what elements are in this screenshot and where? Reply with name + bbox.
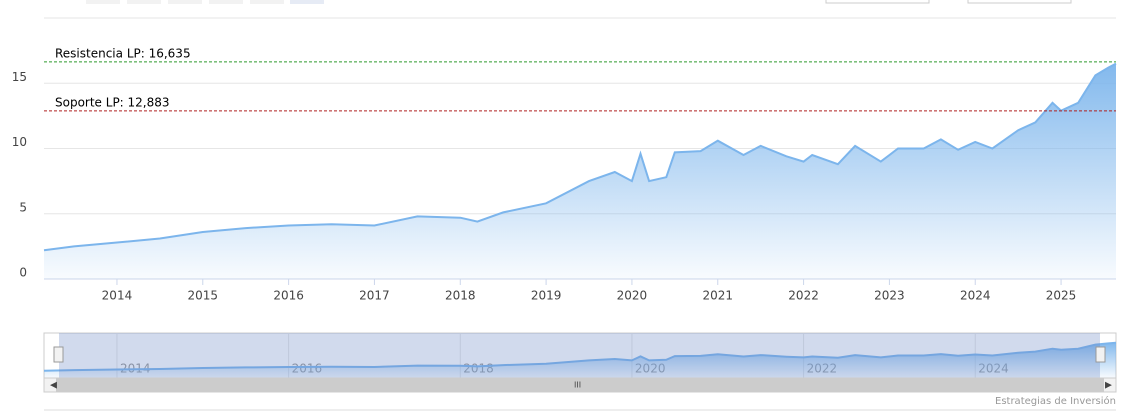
navigator-handle[interactable]: [53, 346, 64, 363]
range-button[interactable]: [209, 0, 243, 4]
credits: Estrategias de Inversión: [995, 395, 1116, 407]
x-tick-label: 2016: [273, 289, 304, 303]
navigator-handle[interactable]: [1095, 346, 1106, 363]
y-tick-label: 10: [12, 135, 27, 149]
x-tick-label: 2024: [960, 289, 991, 303]
y-tick-label: 5: [19, 200, 27, 214]
scroll-left[interactable]: ◀: [50, 381, 57, 391]
navigator-mask[interactable]: [59, 333, 1100, 378]
x-tick-label: 2014: [102, 289, 133, 303]
x-tick-label: 2023: [874, 289, 905, 303]
x-tick-label: 2017: [359, 289, 390, 303]
range-button[interactable]: [168, 0, 202, 4]
navigator-area: [44, 342, 1116, 378]
x-tick-label: 2020: [617, 289, 648, 303]
y-tick-label: 0: [19, 266, 27, 280]
x-tick-label: 2021: [702, 289, 733, 303]
range-button[interactable]: [86, 0, 120, 4]
x-tick-label: 2018: [445, 289, 476, 303]
range-button[interactable]: [127, 0, 161, 4]
x-tick-label: 2022: [788, 289, 819, 303]
scroll-right[interactable]: ▶: [1105, 381, 1112, 391]
date-input[interactable]: [825, 0, 930, 4]
y-tick-label: 15: [12, 70, 27, 84]
series-line: [43, 62, 1117, 252]
range-buttons: [86, 0, 1072, 4]
plot-line-label: Soporte LP: 12,883: [55, 95, 170, 109]
x-tick-label: 2015: [188, 289, 219, 303]
range-button[interactable]: [250, 0, 284, 4]
scrollbar-grip: III: [574, 381, 581, 390]
navigator-line: [43, 341, 1117, 372]
plot-line-label: Resistencia LP: 16,635: [55, 46, 191, 60]
date-input[interactable]: [967, 0, 1072, 4]
x-tick-label: 2025: [1046, 289, 1077, 303]
range-button[interactable]: [290, 0, 324, 4]
series-area: [44, 63, 1116, 280]
scrollbar-thumb[interactable]: [56, 378, 1104, 392]
x-tick-label: 2019: [531, 289, 562, 303]
